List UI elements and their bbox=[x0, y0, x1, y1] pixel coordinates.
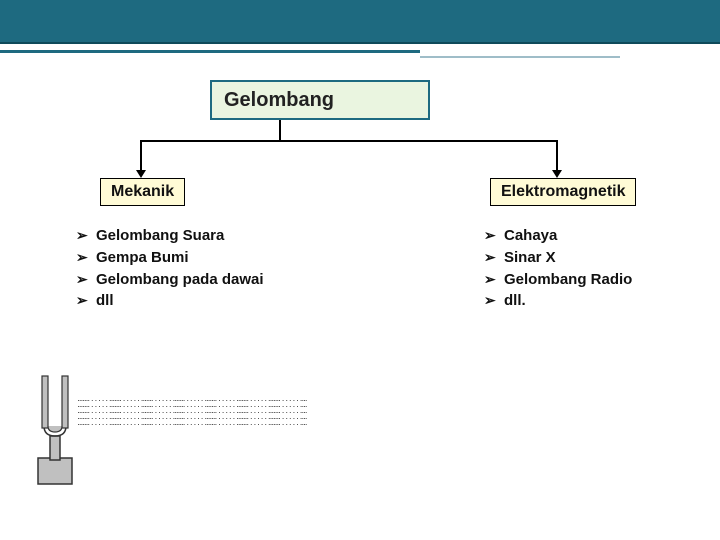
list-item: dll bbox=[76, 290, 264, 312]
list-item: Sinar X bbox=[484, 247, 632, 269]
title-text: Gelombang bbox=[224, 89, 334, 112]
arrow-left bbox=[136, 170, 146, 178]
list-item: Gelombang Suara bbox=[76, 225, 264, 247]
tuning-fork-icon bbox=[30, 370, 310, 490]
connector-left-drop bbox=[140, 140, 142, 170]
list-item: Gelombang Radio bbox=[484, 269, 632, 291]
arrow-right bbox=[552, 170, 562, 178]
tuning-fork-illustration bbox=[30, 370, 310, 490]
left-branch-label: Mekanik bbox=[111, 183, 174, 200]
list-item: Cahaya bbox=[484, 225, 632, 247]
right-branch-label: Elektromagnetik bbox=[501, 183, 625, 200]
list-item: Gempa Bumi bbox=[76, 247, 264, 269]
connector-horizontal bbox=[140, 140, 556, 142]
left-list: Gelombang Suara Gempa Bumi Gelombang pad… bbox=[76, 225, 264, 312]
left-branch-box: Mekanik bbox=[100, 178, 185, 206]
list-item: Gelombang pada dawai bbox=[76, 269, 264, 291]
header-accent-line-1 bbox=[0, 50, 420, 53]
connector-right-drop bbox=[556, 140, 558, 170]
header-accent-line-2 bbox=[420, 56, 620, 58]
list-item: dll. bbox=[484, 290, 632, 312]
title-box: Gelombang bbox=[210, 80, 430, 120]
right-list: Cahaya Sinar X Gelombang Radio dll. bbox=[484, 225, 632, 312]
right-branch-box: Elektromagnetik bbox=[490, 178, 636, 206]
connector-stem bbox=[279, 120, 281, 140]
header-bar bbox=[0, 0, 720, 44]
